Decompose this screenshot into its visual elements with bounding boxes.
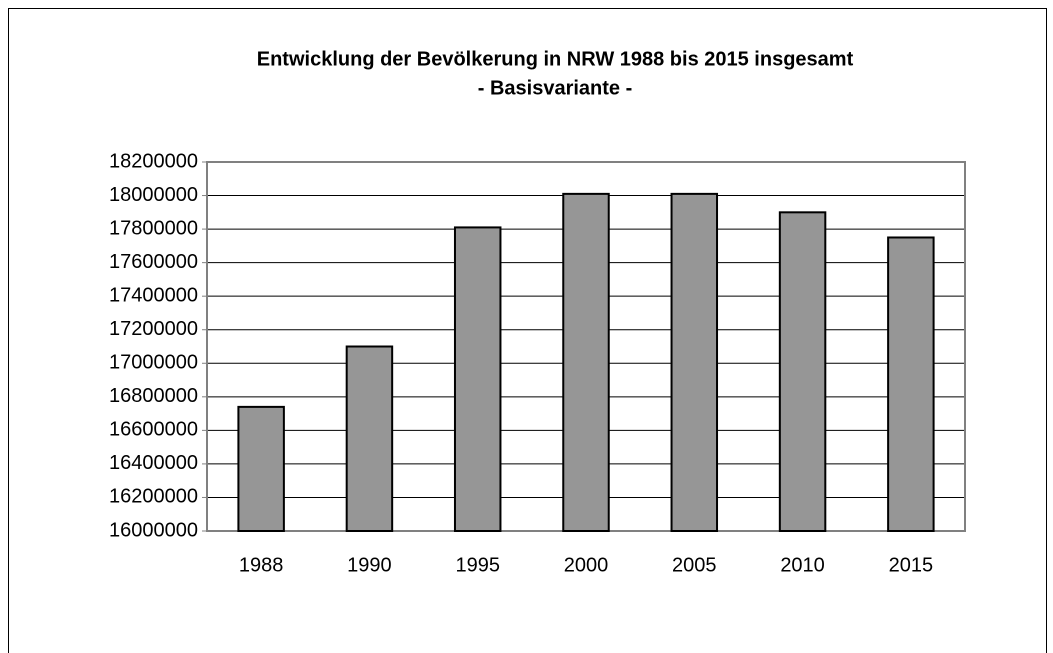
bar xyxy=(670,192,719,532)
x-tick-label: 2015 xyxy=(889,554,934,576)
y-tick-label: 17000000 xyxy=(109,352,198,374)
bar xyxy=(237,405,285,532)
bar xyxy=(453,226,502,532)
x-tick-label: 2010 xyxy=(780,554,825,576)
y-tick-label: 17800000 xyxy=(109,217,198,239)
bar xyxy=(345,345,394,532)
y-tick-label: 16200000 xyxy=(109,486,198,508)
x-tick-label: 1995 xyxy=(455,554,500,576)
chart-subtitle: - Basisvariante - xyxy=(478,77,633,99)
y-tick-label: 17400000 xyxy=(109,284,198,306)
x-tick-label: 1988 xyxy=(239,554,284,576)
bar xyxy=(562,192,610,532)
chart-frame xyxy=(8,8,1047,653)
x-tick-label: 2005 xyxy=(672,554,717,576)
bar xyxy=(887,236,935,533)
y-tick-label: 17600000 xyxy=(109,251,198,273)
chart-title: Entwicklung der Bevölkerung in NRW 1988 … xyxy=(257,48,854,70)
y-tick-label: 16600000 xyxy=(109,419,198,441)
x-tick-label: 2000 xyxy=(564,554,609,576)
y-tick-label: 18200000 xyxy=(109,150,198,172)
bar xyxy=(778,211,827,532)
y-tick-label: 17200000 xyxy=(109,318,198,340)
y-tick-label: 16800000 xyxy=(109,385,198,407)
y-tick-label: 18000000 xyxy=(109,184,198,206)
x-tick-label: 1990 xyxy=(347,554,392,576)
y-tick-label: 16000000 xyxy=(109,519,198,541)
y-tick-label: 16400000 xyxy=(109,452,198,474)
